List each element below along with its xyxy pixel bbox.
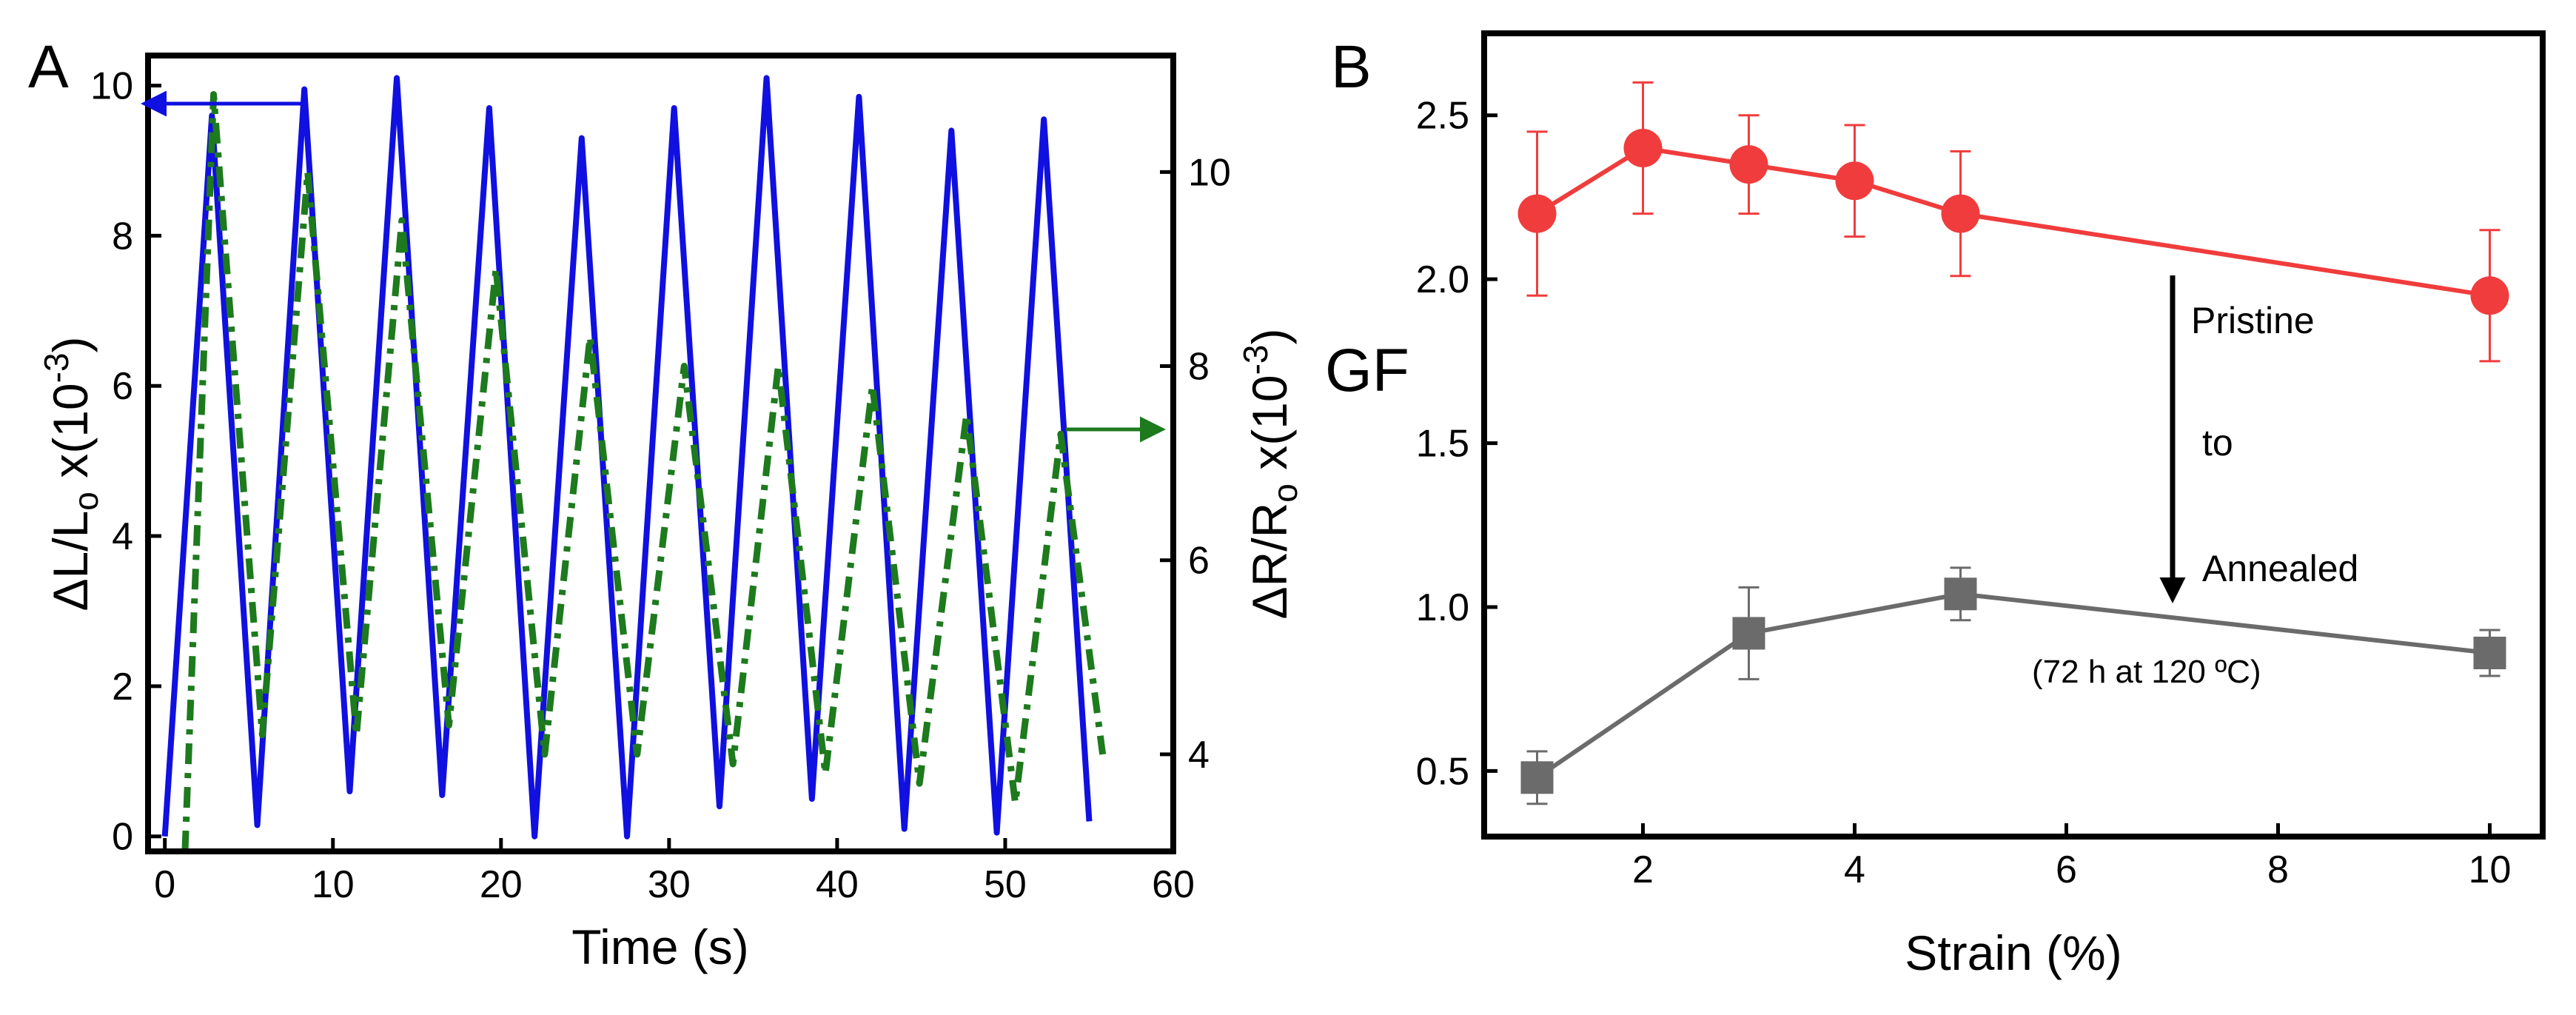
panel-b-y-ticks: 0.5 1.0 1.5 2.0 2.5 <box>1416 95 1497 793</box>
panel-a-left-y-ticks: 0 2 4 6 8 10 <box>90 65 161 859</box>
annotation-pristine: Pristine <box>2191 300 2315 341</box>
data-point <box>2473 637 2506 669</box>
left-y-tick-label: 4 <box>112 515 133 558</box>
data-point <box>1517 194 1557 233</box>
left-y-tick-label: 10 <box>90 65 133 108</box>
strain-series-line <box>161 75 1093 840</box>
data-point <box>1729 145 1768 184</box>
pristine-series-line <box>1535 145 2490 298</box>
x-tick-label: 50 <box>984 863 1027 906</box>
panel-b-x-label: Strain (%) <box>1905 925 2121 980</box>
panel-b-label: B <box>1331 33 1372 101</box>
x-tick-label: 0 <box>154 863 175 906</box>
data-point <box>1623 129 1663 167</box>
x-tick-label: 10 <box>2469 848 2512 891</box>
panel-b-series <box>1517 81 2509 805</box>
x-tick-label: 8 <box>2267 848 2289 891</box>
x-tick-label: 4 <box>1844 848 1865 891</box>
data-point <box>1835 161 1874 201</box>
panel-b-frame <box>1481 30 2546 840</box>
y-tick-label: 1.5 <box>1416 423 1469 466</box>
data-point <box>1732 617 1765 650</box>
panel-a-right-y-ticks: 4 6 8 10 <box>1160 151 1231 777</box>
resistance-series-line <box>181 90 1107 852</box>
annotation-condition: (72 h at 120 ºC) <box>2032 654 2261 690</box>
panel-a-label: A <box>28 33 69 101</box>
left-y-tick-label: 0 <box>112 816 133 859</box>
x-tick-label: 60 <box>1152 863 1195 906</box>
y-tick-label: 0.5 <box>1416 750 1469 793</box>
panel-a: A 0 10 20 30 40 50 60 0 2 4 6 8 10 4 6 8 10 Time (s) Δ… <box>28 33 1304 974</box>
data-point <box>1944 577 1977 611</box>
y-tick-label: 2.0 <box>1416 258 1469 301</box>
x-tick-label: 20 <box>480 863 523 906</box>
x-tick-label: 2 <box>1632 848 1654 891</box>
right-y-tick-label: 8 <box>1188 346 1210 389</box>
panel-b-y-label: GF <box>1325 337 1409 404</box>
panel-a-right-y-label: ΔR/Ro x(10-3) <box>1236 329 1304 620</box>
x-tick-label: 30 <box>648 863 691 906</box>
data-point <box>1520 761 1554 794</box>
y-tick-label: 2.5 <box>1416 95 1469 138</box>
data-point <box>2470 276 2509 315</box>
annealed-series-line <box>1535 592 2490 780</box>
panel-a-x-label: Time (s) <box>571 919 749 974</box>
annotation-annealed: Annealed <box>2202 548 2358 589</box>
panel-b-x-ticks: 2 4 6 8 10 <box>1632 823 2511 891</box>
panel-a-series <box>161 75 1107 852</box>
right-y-tick-label: 4 <box>1188 734 1210 777</box>
panel-a-x-ticks: 0 10 20 30 40 50 60 <box>154 838 1195 906</box>
x-tick-label: 10 <box>312 863 355 906</box>
data-point <box>1941 194 1980 233</box>
y-tick-label: 1.0 <box>1416 586 1469 629</box>
left-y-tick-label: 6 <box>112 365 133 408</box>
panel-b: B 2 4 6 8 10 0.5 1.0 1.5 2.0 2.5 Strain (%) GF P… <box>1325 30 2546 980</box>
x-tick-label: 6 <box>2056 848 2077 891</box>
right-y-tick-label: 10 <box>1188 151 1231 194</box>
panel-a-left-y-label: ΔL/Lo x(10-3) <box>37 336 105 611</box>
x-tick-label: 40 <box>816 863 859 906</box>
left-y-tick-label: 2 <box>112 666 133 709</box>
annotation-to: to <box>2202 422 2233 463</box>
panel-a-frame <box>145 53 1176 854</box>
left-y-tick-label: 8 <box>112 215 133 258</box>
right-y-tick-label: 6 <box>1188 540 1210 583</box>
